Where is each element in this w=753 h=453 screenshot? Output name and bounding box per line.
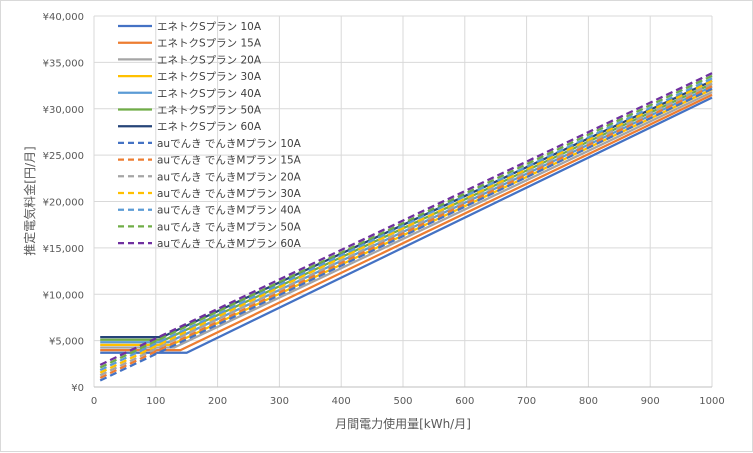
y-tick-label: ¥15,000 [43,244,84,255]
x-tick-label: 800 [579,396,598,407]
legend-label: auでんき でんきMプラン 10A [157,138,302,150]
series-layer [99,72,713,382]
series-line [100,96,713,354]
x-axis-title: 月間電力使用量[kWh/月] [335,416,471,431]
x-tick-label: 200 [208,396,227,407]
series-line [100,91,713,349]
y-tick-label: ¥35,000 [43,58,84,69]
legend-label: auでんき でんきMプラン 20A [157,171,302,183]
x-tick-label: 900 [641,396,660,407]
y-tick-label: ¥40,000 [43,12,84,23]
y-tick-label: ¥25,000 [43,151,84,162]
x-tick-label: 500 [393,396,412,407]
legend-label: エネトクSプラン 10A [157,21,262,33]
y-axis-title: 推定電気料金[円/月] [22,146,37,255]
x-tick-label: 0 [91,396,97,407]
legend-label: エネトクSプラン 15A [157,38,262,50]
series-line [99,79,713,374]
y-tick-label: ¥10,000 [43,290,84,301]
y-tick-label: ¥20,000 [43,198,84,209]
series-line [99,85,713,379]
x-tick-label: 400 [332,396,351,407]
legend-label: エネトクSプラン 30A [157,71,262,83]
x-tick-label: 600 [455,396,474,407]
x-tick-label: 700 [517,396,536,407]
legend-label: auでんき でんきMプラン 30A [157,188,302,200]
legend-label: エネトクSプラン 20A [157,54,262,66]
legend-label: auでんき でんきMプラン 15A [157,155,302,167]
x-axis-ticks: 0 100 200 300 400 500 600 700 800 900 1000 [91,396,725,407]
y-tick-label: ¥0 [71,383,84,394]
x-tick-label: 1000 [699,396,724,407]
legend-label: auでんき でんきMプラン 40A [157,205,302,217]
legend-label: エネトクSプラン 50A [157,105,262,117]
legend: エネトクSプラン 10A エネトクSプラン 15A エネトクSプラン 20A エネトク… [118,21,302,250]
y-axis-ticks: ¥0 ¥5,000 ¥10,000 ¥15,000 ¥20,000 ¥25,000 ¥30,… [43,12,84,394]
series-line [100,93,713,352]
x-tick-label: 300 [270,396,289,407]
y-tick-label: ¥30,000 [43,105,84,116]
legend-label: エネトクSプラン 40A [157,88,262,100]
series-line [99,72,713,366]
legend-label: auでんき でんきMプラン 50A [157,221,302,233]
series-line [99,74,713,369]
series-line [99,77,713,372]
x-tick-label: 100 [146,396,165,407]
series-line [99,87,713,382]
y-tick-label: ¥5,000 [49,337,84,348]
legend-label: auでんき でんきMプラン 60A [157,238,302,250]
legend-label: エネトクSプラン 60A [157,121,262,133]
series-line [99,82,713,377]
